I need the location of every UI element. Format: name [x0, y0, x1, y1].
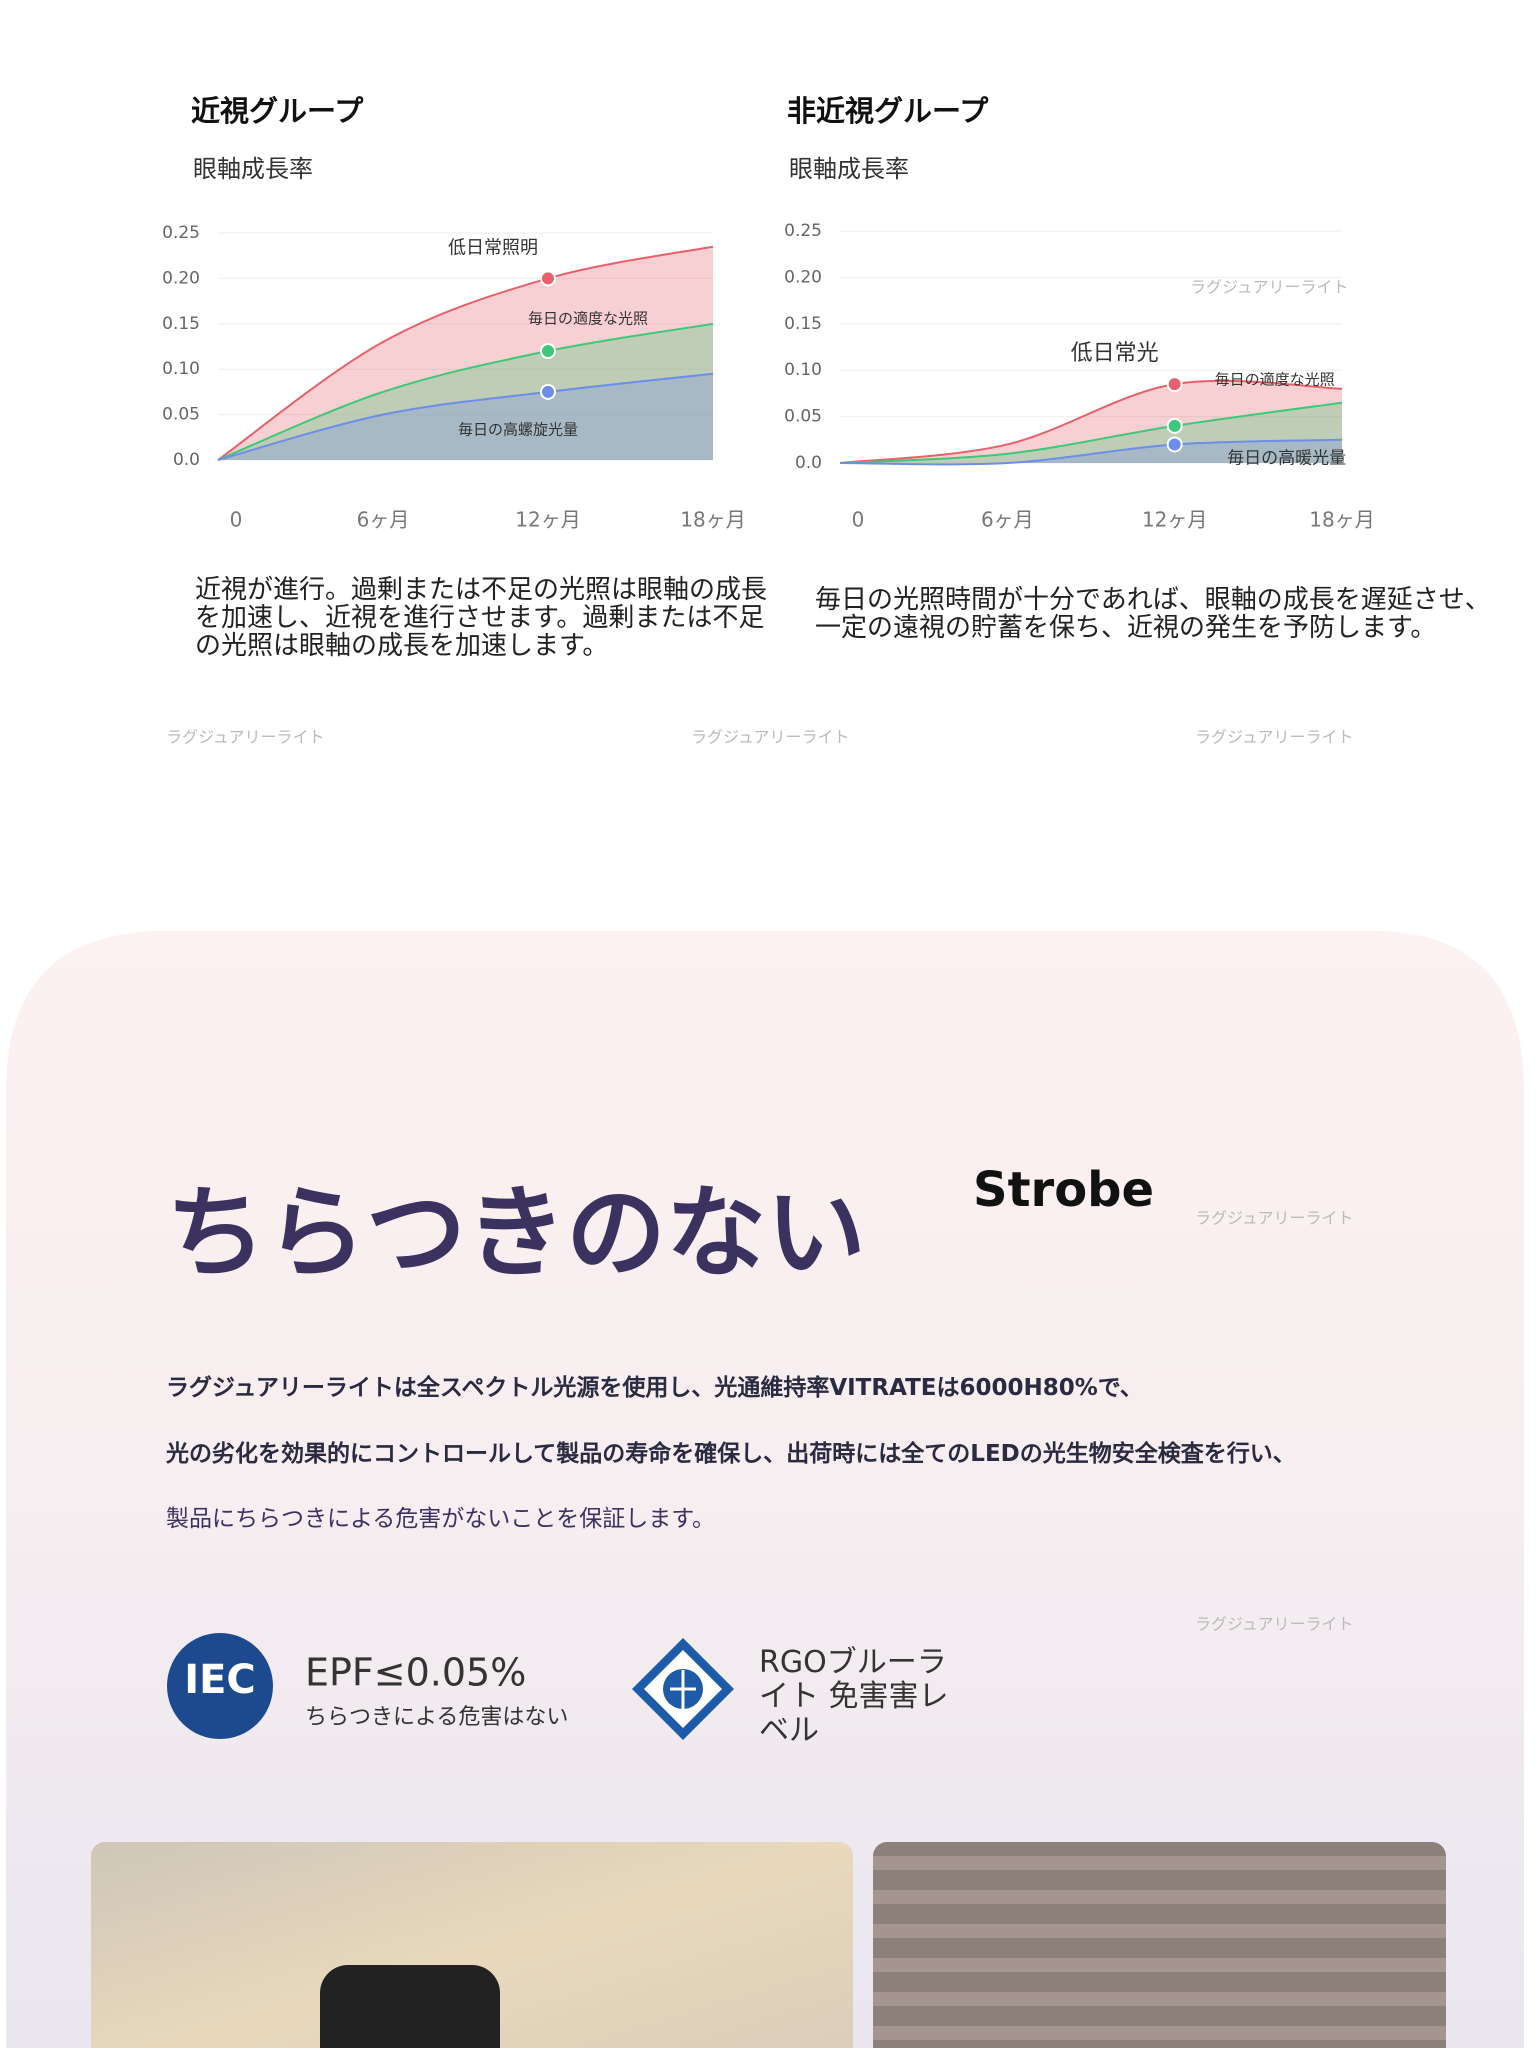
feature-title: EPF≤0.05%	[305, 1651, 526, 1695]
line	[217, 372, 714, 461]
x-tick-label: 12ヶ月	[515, 508, 580, 532]
y-tick-label: 0.20	[162, 268, 200, 288]
point	[540, 343, 556, 360]
caption: 近視が進行。過剰または不足の光照は眼軸の成長を加速し、近視を進行させます。過剰ま…	[195, 575, 768, 661]
product-image	[91, 1842, 853, 2048]
watermark: ラグジュアリーライト	[691, 728, 850, 747]
series-label: 低日常照明	[448, 237, 538, 258]
watermark: ラグジュアリーライト	[1195, 1615, 1354, 1634]
chart-subtitle: 眼軸成長率	[193, 155, 313, 183]
paragraph-line: 光の劣化を効果的にコントロールして製品の寿命を確保し、出荷時には全てのLEDの光…	[166, 1441, 1296, 1467]
feature-title: RGOブルーライト 免害害レベル	[759, 1645, 949, 1748]
paragraph-line: ラグジュアリーライトは全スペクトル光源を使用し、光通維持率VITRATEは600…	[166, 1375, 1143, 1401]
line	[839, 401, 1343, 464]
y-tick-label: 0.10	[784, 360, 822, 380]
point	[540, 383, 556, 400]
y-tick-label: 0.15	[784, 314, 822, 334]
series-label: 毎日の高螺旋光量	[458, 420, 578, 438]
x-tick-label: 6ヶ月	[357, 508, 410, 532]
y-tick-label: 0.0	[795, 453, 822, 473]
phone-illustration	[320, 1965, 500, 2048]
caption: 毎日の光照時間が十分であれば、眼軸の成長を遅延させ、一定の遠視の貯蓄を保ち、近視…	[815, 585, 1491, 643]
area	[840, 402, 1342, 463]
x-tick-label: 12ヶ月	[1142, 508, 1207, 532]
watermark: ラグジュアリーライト	[166, 728, 325, 747]
y-tick-label: 0.25	[162, 223, 200, 243]
area	[218, 323, 713, 460]
iec-icon	[167, 1633, 273, 1739]
line	[839, 379, 1343, 464]
point	[1166, 417, 1183, 434]
y-tick-label: 0.05	[784, 407, 822, 427]
watermark: ラグジュアリーライト	[1195, 728, 1354, 747]
chart-title: 非近視グループ	[787, 94, 989, 128]
heading: ちらつきのない	[166, 1174, 866, 1291]
area	[218, 373, 713, 460]
chart-subtitle: 眼軸成長率	[789, 155, 909, 183]
point	[1166, 376, 1183, 393]
x-tick-label: 0	[230, 508, 243, 532]
line	[217, 245, 714, 461]
paragraph-line: 製品にちらつきによる危害がないことを保証します。	[166, 1506, 716, 1532]
y-tick-label: 0.20	[784, 267, 822, 287]
series-label: 低日常光	[1071, 341, 1159, 366]
y-tick-label: 0.15	[162, 314, 200, 334]
watermark: ラグジュアリーライト	[1195, 1209, 1354, 1228]
section-background	[6, 931, 1524, 2048]
logo: Strobe	[973, 1162, 1154, 1218]
x-tick-label: 18ヶ月	[1309, 508, 1374, 532]
line	[217, 322, 714, 461]
watermark: ラグジュアリーライト	[1190, 278, 1349, 297]
y-tick-label: 0.05	[162, 405, 200, 425]
y-tick-label: 0.25	[784, 221, 822, 241]
room-image	[873, 1842, 1446, 2048]
line	[839, 438, 1343, 466]
point	[540, 270, 556, 287]
x-tick-label: 18ヶ月	[680, 508, 745, 532]
x-tick-label: 6ヶ月	[981, 508, 1034, 532]
point	[1166, 436, 1183, 453]
area	[840, 439, 1342, 465]
y-tick-label: 0.0	[173, 450, 200, 470]
chart-title: 近視グループ	[191, 94, 364, 128]
iec-label: IEC	[184, 1657, 256, 1703]
series-label: 毎日の適度な光照	[528, 310, 648, 328]
series-label: 毎日の高暖光量	[1227, 448, 1346, 468]
feature-sub: ちらつきによる危害はない	[305, 1705, 568, 1730]
rgo-icon	[632, 1638, 734, 1740]
x-tick-label: 0	[852, 508, 865, 532]
series-label: 毎日の適度な光照	[1215, 370, 1335, 388]
y-tick-label: 0.10	[162, 359, 200, 379]
